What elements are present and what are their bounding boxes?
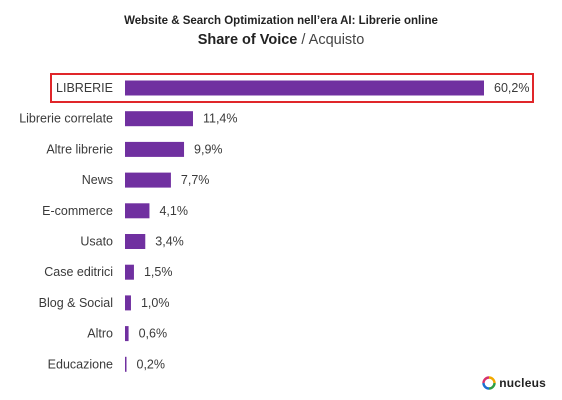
category-label: Librerie correlate [19,112,113,126]
category-label: Altre librerie [46,142,113,156]
value-label: 11,4% [203,112,238,126]
value-label: 3,4% [155,235,184,249]
bar [125,80,484,96]
bar [125,203,150,219]
category-label: LIBRERIE [56,81,113,95]
category-label: E-commerce [42,204,113,218]
bar [125,326,129,342]
value-label: 0,6% [139,327,168,341]
highlight-box [50,73,534,103]
category-label: Educazione [48,357,113,371]
value-label: 1,0% [141,296,170,310]
bar [125,172,171,188]
value-label: 9,9% [194,142,223,156]
category-label: Blog & Social [39,296,113,310]
bar [125,141,185,157]
value-label: 4,1% [159,204,188,218]
bar [125,295,131,311]
value-label: 60,2% [494,81,529,95]
category-label: News [82,173,113,187]
category-label: Altro [87,327,113,341]
category-label: Usato [80,235,113,249]
bar [125,356,127,372]
nucleus-logo-text: nucleus [499,376,546,390]
bar [125,111,193,127]
value-label: 7,7% [181,173,210,187]
nucleus-logo: nucleus [482,376,546,390]
chart-title: Website & Search Optimization nell’era A… [124,15,438,27]
category-label: Case editrici [44,265,113,279]
bar [125,264,134,280]
subtitle-rest: / Acquisto [297,32,365,48]
value-label: 0,2% [137,357,166,371]
subtitle-bold: Share of Voice [197,32,298,48]
bar [125,234,146,249]
nucleus-logo-icon [482,376,496,390]
value-label: 1,5% [144,265,173,279]
chart-subtitle: Share of Voice / Acquisto [0,32,562,48]
